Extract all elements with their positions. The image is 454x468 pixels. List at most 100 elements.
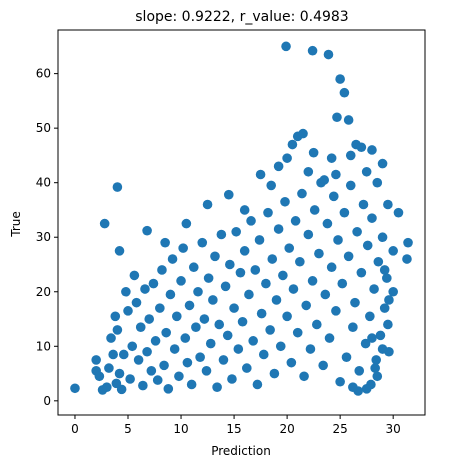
scatter-point bbox=[255, 169, 266, 180]
scatter-point bbox=[356, 142, 367, 153]
scatter-point bbox=[402, 254, 412, 264]
scatter-point bbox=[339, 87, 350, 98]
scatter-point bbox=[108, 349, 118, 360]
scatter-point bbox=[314, 248, 324, 259]
scatter-point bbox=[305, 344, 316, 354]
scatter-point bbox=[352, 226, 362, 237]
scatter-point bbox=[320, 289, 331, 300]
scatter-point bbox=[106, 333, 116, 343]
scatter-point bbox=[144, 314, 155, 324]
scatter-point bbox=[271, 295, 282, 305]
scatter-point bbox=[332, 112, 342, 123]
scatter-point bbox=[225, 259, 235, 270]
scatter-point bbox=[150, 336, 161, 346]
scatter-point bbox=[202, 199, 213, 210]
scatter-point bbox=[301, 300, 312, 311]
scatter-point bbox=[348, 322, 358, 333]
scatter-point bbox=[331, 169, 341, 180]
scatter-point bbox=[360, 338, 371, 349]
scatter-point bbox=[118, 349, 129, 360]
scatter-point bbox=[203, 273, 214, 283]
scatter-point bbox=[91, 355, 101, 365]
scatter-point bbox=[233, 344, 244, 354]
scatter-point bbox=[121, 286, 131, 297]
x-axis: 0 5 10 15 20 25 30 bbox=[71, 415, 401, 436]
scatter-point bbox=[284, 243, 295, 253]
scatter-point bbox=[138, 380, 148, 391]
scatter-point bbox=[131, 297, 142, 308]
scatter-point bbox=[258, 349, 269, 360]
scatter-point bbox=[339, 207, 350, 218]
scatter-point bbox=[181, 218, 192, 229]
scatter-point bbox=[250, 265, 261, 275]
scatter-point bbox=[218, 355, 229, 365]
scatter-point bbox=[288, 284, 299, 294]
scatter-point bbox=[383, 319, 393, 330]
scatter-point bbox=[308, 147, 319, 158]
scatter-point bbox=[161, 327, 171, 338]
chart-title: slope: 0.9222, r_value: 0.4983 bbox=[135, 9, 348, 25]
scatter-point bbox=[299, 371, 309, 382]
scatter-point bbox=[152, 375, 163, 385]
scatter-point bbox=[377, 344, 388, 354]
x-tick-label: 20 bbox=[279, 422, 294, 436]
scatter-point bbox=[125, 374, 135, 384]
scatter-point bbox=[163, 384, 174, 394]
scatter-point bbox=[343, 251, 354, 262]
scatter-point bbox=[223, 189, 234, 200]
scatter-point bbox=[266, 180, 277, 191]
scatter-point bbox=[372, 177, 383, 188]
scatter-point bbox=[180, 333, 191, 343]
scatter-point bbox=[133, 355, 144, 365]
scatter-point bbox=[379, 303, 390, 313]
scatter-point bbox=[222, 330, 233, 341]
y-tick-label: 10 bbox=[36, 339, 51, 353]
scatter-point bbox=[377, 232, 388, 243]
scatter-point bbox=[403, 237, 413, 248]
scatter-point bbox=[142, 225, 152, 236]
x-tick-label: 5 bbox=[124, 422, 132, 436]
scatter-point bbox=[239, 246, 250, 256]
x-tick-label: 0 bbox=[71, 422, 79, 436]
scatter-point bbox=[298, 128, 308, 139]
scatter-point bbox=[165, 289, 176, 300]
scatter-point bbox=[393, 207, 404, 218]
scatter-point bbox=[379, 265, 390, 275]
scatter-point bbox=[110, 311, 121, 322]
scatter-point bbox=[281, 41, 291, 52]
scatter-point bbox=[326, 153, 337, 163]
scatter-point bbox=[169, 344, 180, 354]
scatter-point bbox=[99, 218, 110, 229]
scatter-point bbox=[328, 191, 339, 202]
scatter-point bbox=[104, 363, 114, 373]
scatter-point bbox=[286, 357, 297, 368]
scatter-point bbox=[324, 333, 335, 343]
scatter-point bbox=[212, 382, 222, 392]
y-axis-label: True bbox=[9, 211, 23, 238]
scatter-point bbox=[348, 382, 358, 392]
scatter-point bbox=[167, 254, 178, 264]
scatter-point bbox=[191, 322, 201, 333]
scatter-point bbox=[227, 374, 237, 384]
scatter-point bbox=[335, 74, 345, 84]
scatter-point bbox=[216, 229, 227, 240]
scatter-point bbox=[70, 383, 80, 394]
scatter-point bbox=[370, 363, 380, 373]
plot-frame bbox=[57, 29, 426, 416]
scatter-point bbox=[142, 346, 152, 357]
scatter-point bbox=[246, 216, 256, 226]
scatter-point bbox=[174, 371, 184, 382]
scatter-point bbox=[312, 319, 322, 330]
scatter-point bbox=[278, 270, 288, 281]
scatter-point bbox=[235, 267, 246, 278]
scatter-point bbox=[375, 330, 386, 341]
scatter-point bbox=[358, 199, 369, 210]
scatter-point bbox=[343, 115, 354, 125]
x-tick-label: 30 bbox=[386, 422, 401, 436]
scatter-point bbox=[383, 199, 393, 210]
scatter-point bbox=[331, 306, 341, 316]
scatter-point bbox=[229, 303, 239, 313]
scatter-point bbox=[303, 166, 314, 177]
scatter-point bbox=[388, 286, 398, 297]
